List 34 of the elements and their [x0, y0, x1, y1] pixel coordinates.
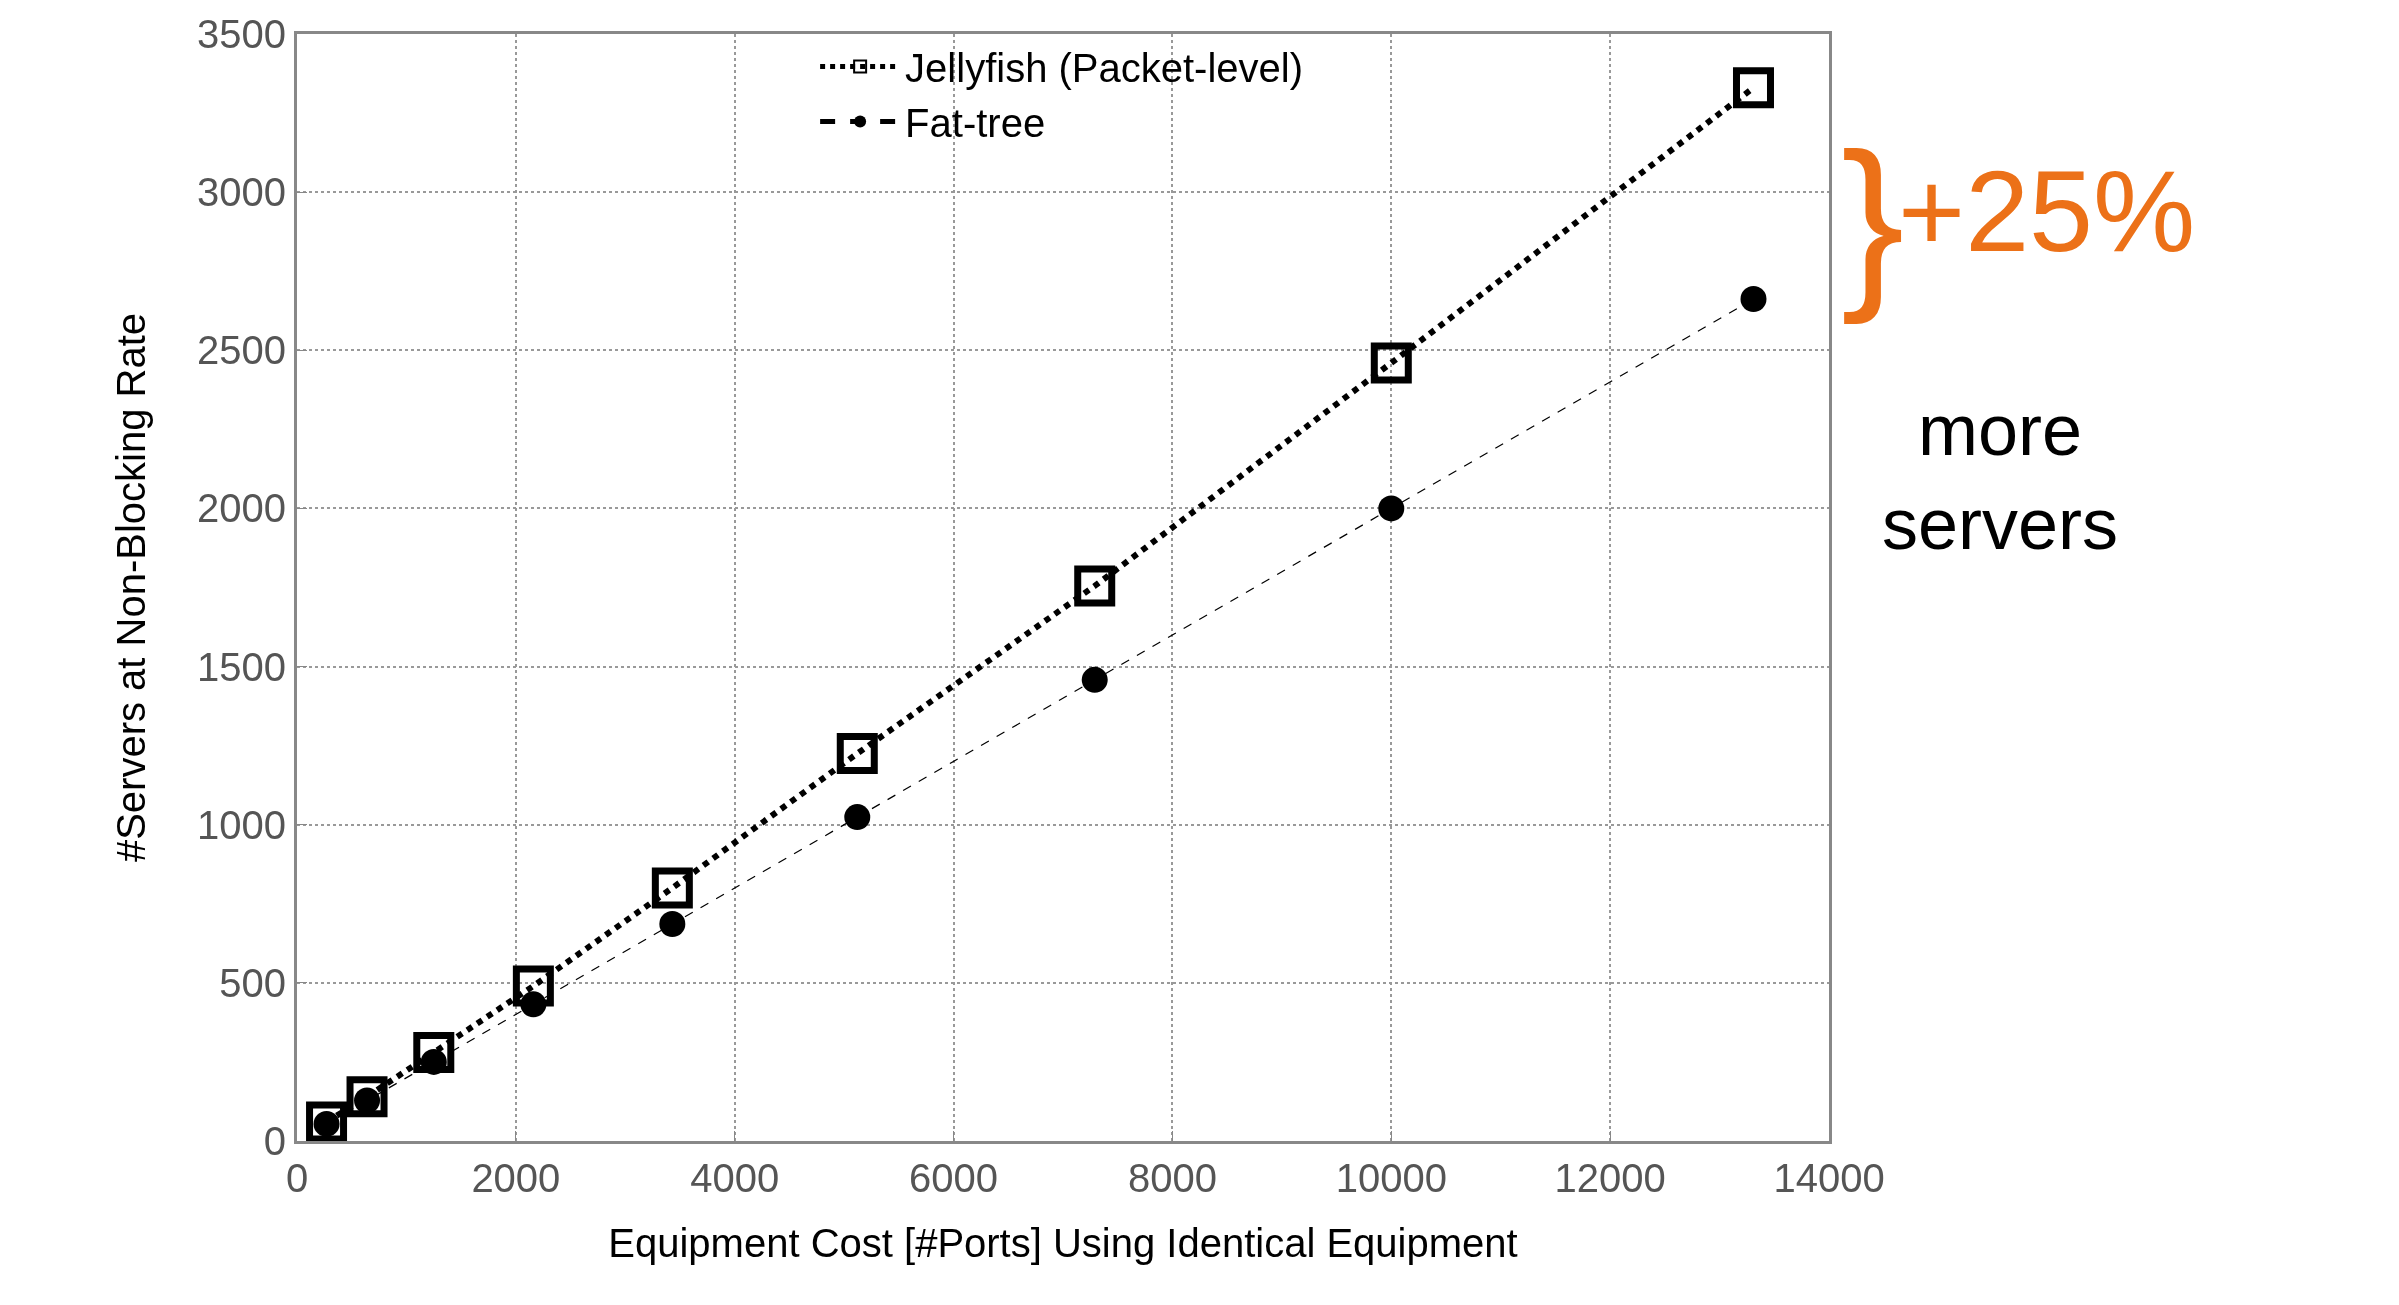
y-tick-label: 2000	[197, 486, 286, 531]
point	[836, 733, 878, 775]
point	[346, 1076, 388, 1118]
point	[1378, 495, 1405, 522]
legend-label: Jellyfish (Packet-level)	[905, 46, 1304, 91]
point	[520, 991, 547, 1018]
x-tick-label: 12000	[1554, 1156, 1666, 1200]
x-axis-title: Equipment Cost [#Ports] Using Identical Equipment	[608, 1220, 1518, 1265]
point	[1081, 666, 1108, 693]
x-tick-label: 4000	[690, 1156, 780, 1200]
text: more servers	[1882, 390, 2119, 564]
y-tick-label: 0	[263, 1119, 286, 1163]
point	[651, 867, 693, 909]
y-tick-label: 1000	[197, 802, 286, 847]
y-tick-label: 500	[219, 960, 286, 1005]
y-axis-title: #Servers at Non-Blocking Rate	[108, 312, 153, 863]
x-tick-label: 2000	[471, 1156, 561, 1200]
point	[659, 911, 686, 938]
y-tick-label: 3500	[197, 12, 286, 56]
point	[306, 1101, 348, 1141]
x-tick-label: 10000	[1335, 1156, 1447, 1200]
y-tick-label: 3000	[197, 170, 286, 215]
y-tick-label: 2500	[197, 328, 286, 373]
point	[1740, 286, 1767, 313]
point	[1370, 342, 1412, 384]
x-tick-label: 6000	[909, 1156, 999, 1200]
y-tick-label: 1500	[197, 644, 286, 689]
legend-label: Fat-tree	[905, 101, 1046, 146]
point	[413, 1031, 455, 1073]
point	[1074, 565, 1116, 607]
point	[844, 804, 871, 831]
x-tick-label: 14000	[1773, 1156, 1885, 1200]
point	[1732, 67, 1774, 109]
x-tick-label: 8000	[1127, 1156, 1217, 1200]
